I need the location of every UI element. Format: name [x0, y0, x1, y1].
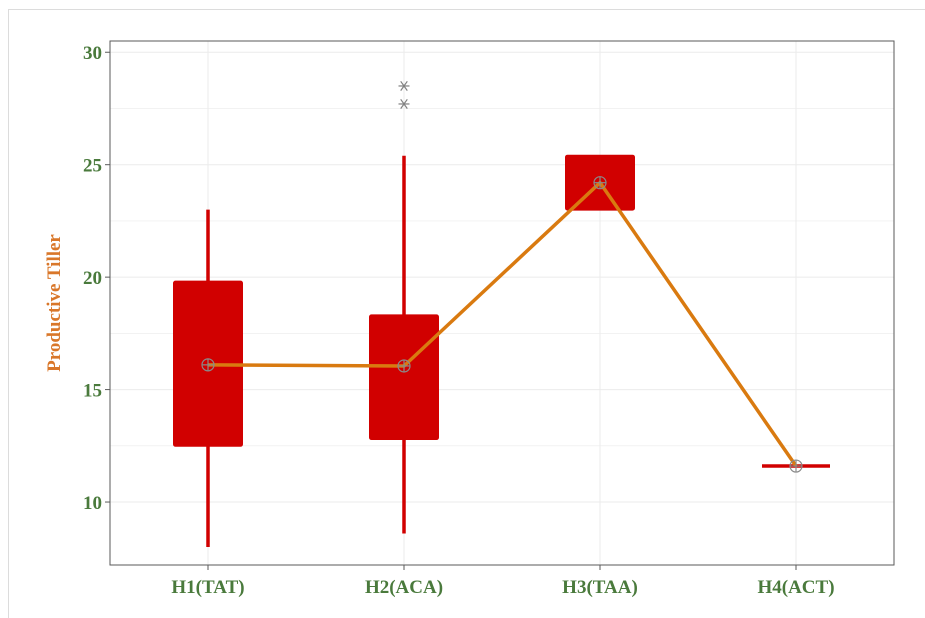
x-tick-label: H4(ACT) — [757, 577, 834, 598]
frame-border-top — [8, 9, 925, 10]
y-tick-label: 20 — [83, 268, 102, 289]
x-tick-label: H3(TAA) — [562, 577, 638, 598]
mean-marker — [201, 358, 215, 372]
x-axis: H1(TAT) H2(ACA) H3(TAA) H4(ACT) — [171, 565, 835, 598]
mean-layer — [201, 176, 803, 473]
mean-line — [207, 180, 798, 468]
boxes-layer — [173, 154, 830, 548]
mean-marker — [593, 176, 607, 190]
frame-border-left — [8, 9, 9, 618]
outlier-point — [398, 80, 410, 91]
outlier-point — [398, 98, 410, 109]
outlier-stroke — [400, 98, 408, 109]
outliers-layer — [398, 80, 410, 109]
x-tick-label: H1(TAT) — [171, 577, 244, 598]
y-tick-label: 15 — [83, 381, 102, 402]
plot-panel — [109, 40, 895, 566]
y-axis: 10 15 20 25 30 — [83, 43, 110, 514]
y-tick-label: 30 — [83, 43, 102, 64]
y-tick-label: 10 — [83, 493, 102, 514]
y-tick-label: 25 — [83, 156, 102, 177]
mean-marker — [789, 459, 803, 473]
box-h1-tat- — [173, 209, 243, 548]
box-body — [369, 314, 439, 441]
y-axis-title: Productive Tiller — [44, 234, 65, 372]
outlier-stroke — [400, 80, 408, 91]
mean-marker — [397, 359, 411, 373]
box-h2-aca- — [369, 155, 439, 534]
x-tick-label: H2(ACA) — [365, 577, 443, 598]
